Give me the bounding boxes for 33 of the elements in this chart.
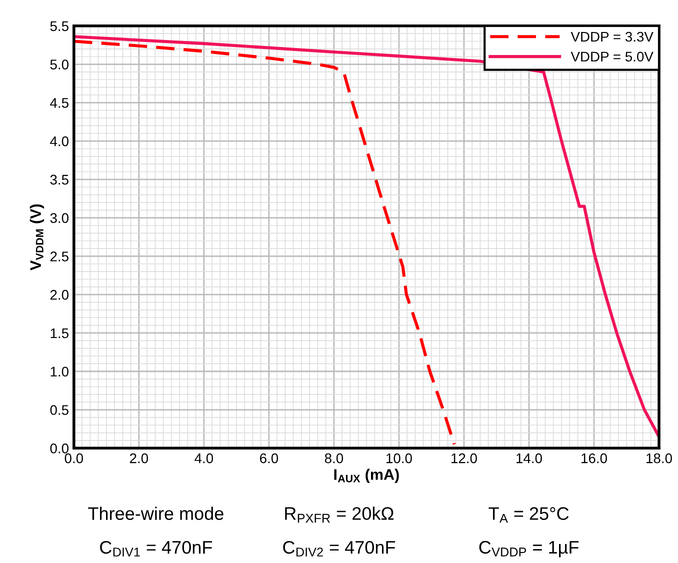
y-tick-label: 1.5 (50, 328, 68, 338)
x-axis-title: I$_{AUX}$ (mA) (334, 468, 399, 483)
text: C$_{VDDP}$ = 1µF (479, 540, 578, 558)
y-axis-title: V$_{VDDM}$ (V) (30, 204, 44, 270)
x-tick-label: 18.0 (646, 453, 672, 464)
text: R$_{PXFR}$ = 20kΩ (285, 506, 394, 523)
y-tick-label: 5.5 (50, 21, 68, 32)
y-tick-label: 3.5 (50, 174, 68, 185)
y-tick-label: 4.5 (50, 98, 68, 108)
x-tick-label: 6.0 (260, 453, 278, 464)
y-tick-label: 2.0 (50, 290, 68, 300)
text: C$_{DIV1}$ = 470nF (100, 540, 212, 556)
y-tick-label: 2.5 (50, 252, 68, 262)
x-tick-label: 8.0 (324, 453, 344, 464)
x-tick-label: 14.0 (516, 453, 542, 464)
y-tick-label: 3.0 (50, 213, 68, 223)
y-tick-label: 4.0 (50, 136, 68, 146)
text: C$_{DIV2}$ = 470nF (283, 540, 396, 556)
y-tick-label: 5.0 (50, 60, 68, 70)
text: T$_{A}$ = 25°C (488, 507, 569, 523)
x-tick-label: 0.0 (64, 453, 84, 464)
x-tick-label: 2.0 (130, 453, 148, 464)
y-tick-label: 0.0 (50, 443, 68, 454)
legend-label: VDDP = 3.3V (570, 32, 654, 42)
legend-label: VDDP = 5.0V (570, 52, 654, 62)
y-tick-label: 1.0 (50, 366, 68, 377)
text: Three-wire mode (88, 506, 224, 520)
x-tick-label: 12.0 (452, 453, 477, 464)
line-series (74, 40, 456, 446)
y-tick-label: 0.5 (50, 405, 68, 415)
x-tick-label: 16.0 (582, 453, 607, 464)
x-tick-label: 10.0 (386, 453, 412, 464)
x-tick-label: 4.0 (194, 453, 214, 464)
